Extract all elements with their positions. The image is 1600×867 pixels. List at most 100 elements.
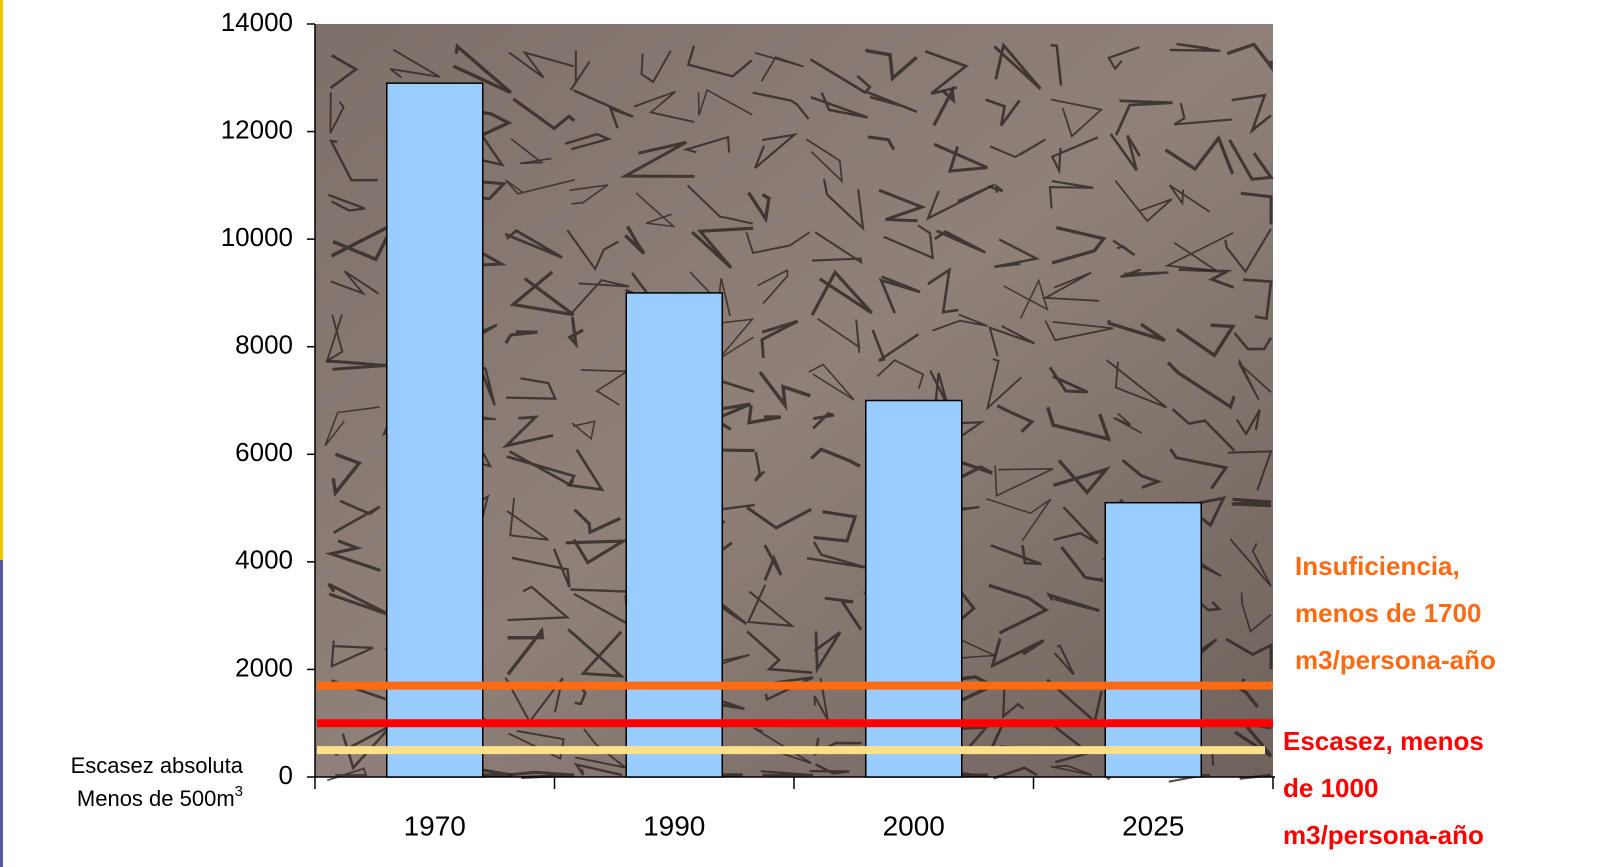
crack (1050, 98, 1104, 138)
crack (633, 90, 695, 123)
crack (1114, 99, 1173, 136)
crack (994, 238, 1041, 268)
crack (1235, 409, 1261, 437)
crack (567, 316, 584, 349)
crack (866, 90, 918, 114)
crack (571, 279, 630, 314)
crack (987, 183, 1004, 193)
crack (330, 640, 374, 668)
crack (1229, 538, 1272, 587)
crack (758, 371, 811, 412)
crack (1050, 764, 1093, 776)
crack (1178, 267, 1235, 289)
crack (1051, 226, 1107, 265)
crack (1109, 133, 1141, 171)
crack (932, 313, 988, 332)
crack (760, 770, 814, 777)
x-tick-label: 1990 (643, 810, 705, 841)
crack (990, 544, 1042, 566)
crack (506, 377, 558, 400)
crack (985, 358, 1022, 411)
crack (506, 497, 549, 541)
crack (1166, 361, 1236, 410)
crack (1113, 412, 1143, 434)
reference-label: Insuficiencia, (1295, 551, 1460, 581)
crack (878, 275, 921, 314)
crack (1044, 320, 1114, 342)
crack (1225, 637, 1273, 670)
crack (1046, 406, 1112, 442)
crack (763, 544, 783, 581)
crack (1121, 458, 1163, 489)
reference-label: m3/persona-año (1295, 645, 1496, 675)
crack (682, 135, 731, 154)
crack (754, 451, 766, 482)
crack (1175, 323, 1236, 358)
crack (811, 231, 863, 265)
crack (567, 628, 626, 678)
crack (566, 229, 619, 272)
crack (326, 359, 387, 371)
crack (580, 369, 630, 406)
crack (1164, 232, 1234, 272)
crack (813, 510, 858, 543)
crack (330, 270, 380, 296)
crack (1171, 408, 1236, 452)
crack (574, 728, 626, 769)
bar (625, 292, 723, 778)
crack (806, 541, 867, 569)
crack (328, 193, 366, 212)
crack (573, 508, 621, 535)
y-tick-label: 14000 (221, 7, 293, 37)
crack (934, 229, 987, 254)
crack (865, 48, 918, 82)
crack (757, 269, 789, 305)
crack (753, 727, 812, 765)
crack (871, 329, 920, 362)
crack (760, 319, 799, 359)
crack (993, 42, 1042, 90)
x-tick-label: 1970 (404, 810, 466, 841)
crack (809, 58, 872, 95)
crack (330, 220, 398, 262)
crack (640, 50, 672, 84)
crack (1237, 359, 1272, 401)
crack (747, 405, 782, 425)
crack (824, 596, 863, 631)
x-tick-label: 2000 (883, 810, 945, 841)
crack (686, 45, 753, 78)
crack (324, 406, 380, 447)
crack (754, 51, 804, 82)
crack (389, 48, 441, 79)
crack (452, 43, 512, 95)
crack (1106, 359, 1168, 409)
crack (573, 89, 634, 129)
superscript: 3 (235, 783, 243, 800)
y-tick-label: 4000 (235, 545, 293, 575)
crack (988, 583, 1050, 635)
crack (747, 191, 771, 224)
crack (509, 270, 575, 317)
crack (822, 178, 865, 232)
crack (1168, 184, 1211, 213)
crack (324, 539, 381, 572)
crack (993, 766, 1038, 780)
crack (501, 415, 554, 449)
crack (506, 626, 545, 676)
y-tick-label: 2000 (235, 652, 293, 682)
crack (1052, 459, 1111, 496)
crack (808, 363, 855, 401)
crack (927, 267, 959, 314)
crack (746, 506, 812, 530)
crack (746, 630, 813, 674)
crack (504, 178, 576, 195)
crack (745, 231, 810, 255)
crack (1050, 136, 1099, 175)
crack (329, 92, 345, 134)
y-tick-label: 8000 (235, 330, 293, 360)
crack (329, 54, 359, 90)
crack (867, 135, 896, 151)
crack (805, 138, 844, 184)
crack (752, 91, 810, 120)
crack (569, 184, 609, 205)
